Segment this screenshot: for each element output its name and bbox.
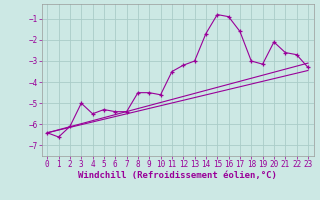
X-axis label: Windchill (Refroidissement éolien,°C): Windchill (Refroidissement éolien,°C) [78, 171, 277, 180]
